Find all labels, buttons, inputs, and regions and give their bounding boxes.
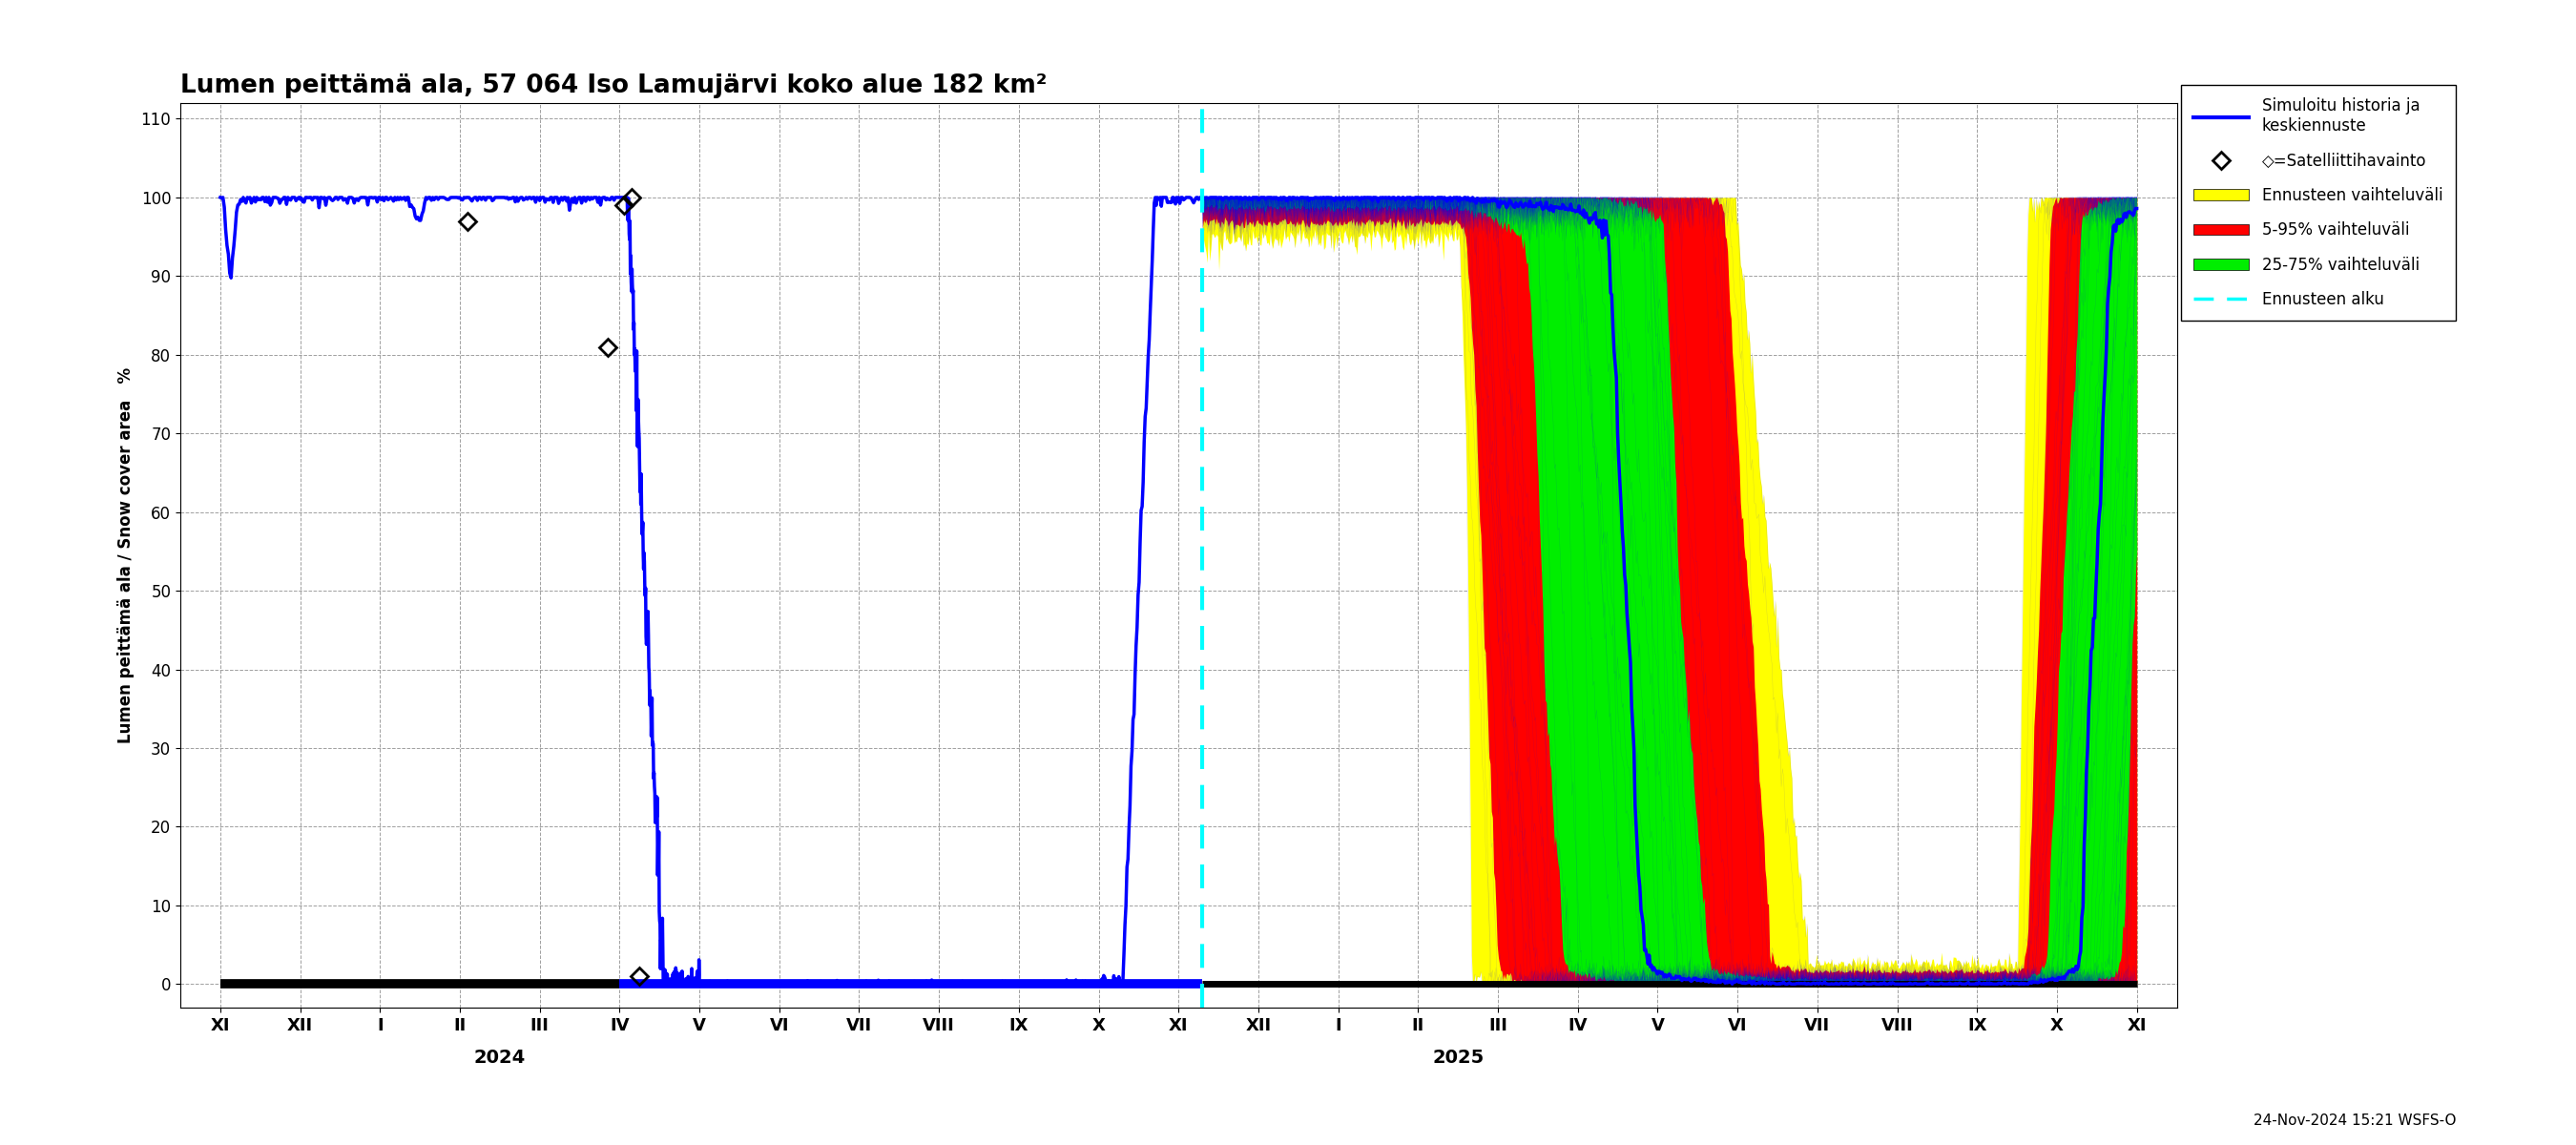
Legend: Simuloitu historia ja
keskiennuste, ◇=Satelliittihavainto, Ennusteen vaihteluväl: Simuloitu historia ja keskiennuste, ◇=Sa… [2182,85,2455,321]
Text: Lumen peittämä ala, 57 064 Iso Lamujärvi koko alue 182 km²: Lumen peittämä ala, 57 064 Iso Lamujärvi… [180,73,1046,98]
Text: 2025: 2025 [1432,1049,1484,1066]
Y-axis label: Lumen peittämä ala / Snow cover area   %: Lumen peittämä ala / Snow cover area % [116,368,134,743]
Text: 24-Nov-2024 15:21 WSFS-O: 24-Nov-2024 15:21 WSFS-O [2254,1113,2458,1128]
Text: 2024: 2024 [474,1049,526,1066]
